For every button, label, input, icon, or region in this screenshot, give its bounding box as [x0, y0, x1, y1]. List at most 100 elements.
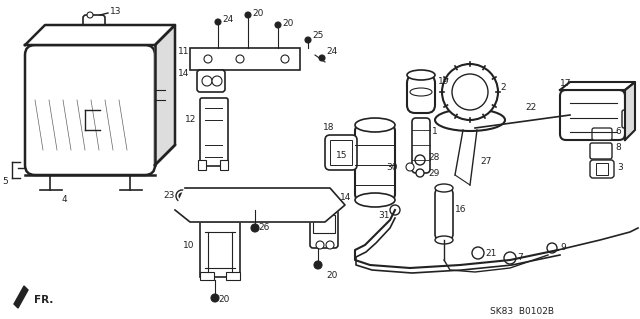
Polygon shape: [155, 25, 175, 165]
Circle shape: [245, 12, 251, 18]
Circle shape: [212, 76, 222, 86]
Circle shape: [547, 243, 557, 253]
Text: 20: 20: [326, 271, 337, 279]
Bar: [220, 160, 228, 170]
Bar: [226, 272, 240, 280]
Circle shape: [442, 64, 498, 120]
Text: 21: 21: [485, 249, 497, 257]
Text: 2: 2: [500, 84, 506, 93]
Ellipse shape: [410, 88, 432, 96]
Text: 8: 8: [615, 144, 621, 152]
Text: 28: 28: [428, 152, 440, 161]
Text: 3: 3: [617, 164, 623, 173]
Text: 29: 29: [428, 168, 440, 177]
FancyBboxPatch shape: [200, 98, 228, 166]
Circle shape: [179, 193, 185, 199]
Text: 31: 31: [378, 211, 390, 219]
FancyBboxPatch shape: [83, 15, 105, 27]
Circle shape: [305, 37, 311, 43]
Ellipse shape: [407, 70, 435, 80]
Text: 25: 25: [312, 31, 323, 40]
Circle shape: [415, 155, 425, 165]
Polygon shape: [175, 188, 345, 222]
Text: SK83  B0102B: SK83 B0102B: [490, 308, 554, 316]
FancyBboxPatch shape: [25, 45, 155, 175]
Ellipse shape: [435, 236, 453, 244]
Bar: [330, 140, 352, 165]
Circle shape: [452, 74, 488, 110]
Circle shape: [416, 169, 424, 177]
Circle shape: [204, 55, 212, 63]
Text: 1: 1: [432, 128, 438, 137]
Text: 10: 10: [183, 241, 195, 249]
Circle shape: [202, 76, 212, 86]
FancyBboxPatch shape: [590, 160, 614, 178]
Text: 24: 24: [222, 16, 233, 25]
Circle shape: [390, 205, 400, 215]
FancyBboxPatch shape: [412, 118, 430, 173]
Text: 19: 19: [438, 78, 449, 86]
Circle shape: [504, 252, 516, 264]
Circle shape: [251, 224, 259, 232]
Text: 5: 5: [2, 177, 8, 187]
Text: 23: 23: [163, 191, 174, 201]
FancyBboxPatch shape: [435, 188, 453, 240]
Text: 13: 13: [110, 6, 122, 16]
Text: 20: 20: [218, 295, 229, 305]
Bar: [200, 222, 240, 277]
Text: FR.: FR.: [34, 295, 53, 305]
FancyBboxPatch shape: [407, 75, 435, 113]
Polygon shape: [14, 286, 28, 308]
Text: 18: 18: [323, 123, 335, 132]
Polygon shape: [560, 82, 635, 90]
Text: 17: 17: [560, 78, 572, 87]
Circle shape: [319, 55, 325, 61]
Text: 26: 26: [258, 224, 269, 233]
Text: 9: 9: [560, 243, 566, 253]
Circle shape: [314, 261, 322, 269]
Text: 20: 20: [282, 19, 293, 27]
Circle shape: [211, 294, 219, 302]
Circle shape: [281, 55, 289, 63]
Text: 20: 20: [252, 9, 264, 18]
FancyBboxPatch shape: [310, 203, 338, 248]
Text: 22: 22: [525, 103, 536, 113]
Polygon shape: [625, 82, 635, 140]
FancyBboxPatch shape: [622, 110, 634, 128]
Bar: [313, 215, 335, 233]
Text: 14: 14: [178, 70, 189, 78]
Text: 7: 7: [517, 254, 523, 263]
Bar: [200, 272, 214, 280]
Circle shape: [472, 247, 484, 259]
Circle shape: [236, 55, 244, 63]
Text: 14: 14: [340, 194, 351, 203]
Ellipse shape: [435, 109, 505, 131]
Text: 30: 30: [387, 162, 398, 172]
Circle shape: [275, 22, 281, 28]
Circle shape: [215, 19, 221, 25]
Circle shape: [326, 241, 334, 249]
Ellipse shape: [355, 118, 395, 132]
Text: 16: 16: [455, 205, 467, 214]
Bar: [596, 163, 608, 175]
Circle shape: [87, 12, 93, 18]
Text: 24: 24: [326, 48, 337, 56]
FancyBboxPatch shape: [197, 70, 225, 92]
Polygon shape: [25, 25, 175, 45]
FancyBboxPatch shape: [325, 135, 357, 170]
Circle shape: [406, 163, 414, 171]
Text: 15: 15: [336, 151, 348, 160]
Ellipse shape: [355, 193, 395, 207]
Text: 6: 6: [615, 128, 621, 137]
Text: 12: 12: [185, 115, 196, 124]
FancyBboxPatch shape: [560, 90, 625, 140]
FancyBboxPatch shape: [355, 125, 395, 200]
Text: 11: 11: [178, 48, 189, 56]
Ellipse shape: [435, 184, 453, 192]
Bar: [160, 87, 170, 103]
Circle shape: [176, 190, 188, 202]
FancyBboxPatch shape: [592, 128, 612, 140]
Bar: [198, 160, 206, 170]
FancyBboxPatch shape: [590, 143, 612, 159]
Text: 27: 27: [480, 158, 492, 167]
